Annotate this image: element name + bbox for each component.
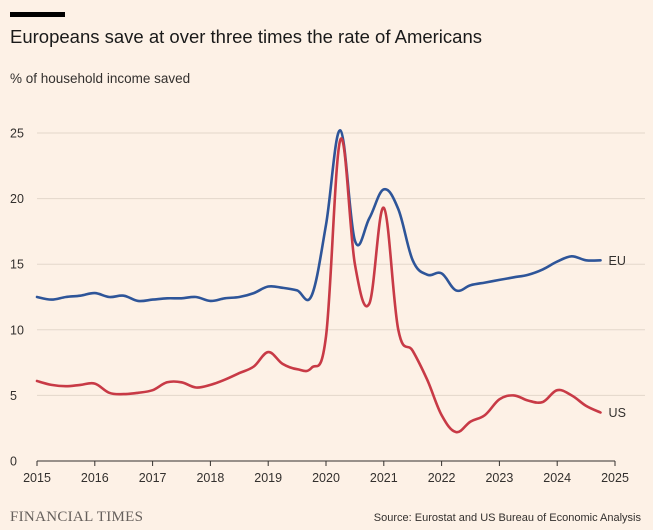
ft-top-bar — [10, 12, 65, 17]
series-label-eu: EU — [609, 254, 626, 268]
label-layer: EU US — [609, 254, 626, 420]
x-tick-label: 2016 — [81, 471, 109, 485]
x-tick-label: 2017 — [139, 471, 167, 485]
x-tick-label: 2015 — [23, 471, 51, 485]
y-tick-label: 20 — [10, 192, 24, 206]
x-tick-label: 2019 — [254, 471, 282, 485]
chart-subtitle: % of household income saved — [10, 71, 191, 86]
series-layer — [35, 129, 602, 434]
x-tick-label: 2018 — [196, 471, 224, 485]
series-label-us: US — [609, 406, 626, 420]
y-tick-label: 0 — [10, 455, 17, 469]
ft-logo: FINANCIAL TIMES — [10, 509, 144, 525]
series-line-us — [35, 137, 602, 434]
x-tick-label: 2025 — [601, 471, 629, 485]
y-tick-label: 5 — [10, 389, 17, 403]
series-line-eu — [35, 129, 602, 303]
x-tick-label: 2020 — [312, 471, 340, 485]
chart-title: Europeans save at over three times the r… — [10, 26, 482, 47]
x-tick-label: 2021 — [370, 471, 398, 485]
source-note: Source: Eurostat and US Bureau of Econom… — [373, 512, 641, 524]
y-tick-label: 10 — [10, 323, 24, 337]
y-tick-label: 25 — [10, 127, 24, 141]
x-tick-label: 2024 — [543, 471, 571, 485]
x-tick-label: 2022 — [428, 471, 456, 485]
y-tick-label: 15 — [10, 258, 24, 272]
x-tick-label: 2023 — [485, 471, 513, 485]
grid-layer — [37, 132, 645, 396]
